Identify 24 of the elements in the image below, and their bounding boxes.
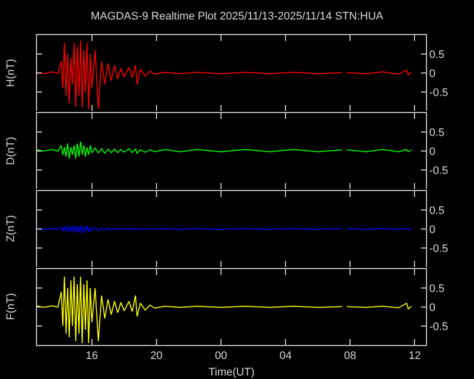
- x-tick-label: 00: [214, 350, 228, 362]
- x-axis-title: Time(UT): [208, 366, 255, 378]
- x-tick-label: 20: [150, 350, 163, 362]
- chart-title: MAGDAS-9 Realtime Plot 2025/11/13-2025/11/14 STN:HUA: [90, 10, 384, 23]
- y-tick-label: 0: [429, 302, 436, 314]
- y-tick-label: 0.5: [429, 282, 444, 295]
- y-tick-label: 0: [429, 68, 436, 80]
- x-tick-label: 08: [344, 350, 356, 362]
- y-tick-label: -0.5: [429, 164, 448, 177]
- y-tick-label: 0: [429, 146, 436, 158]
- y-tick-label: 0.5: [429, 204, 444, 217]
- y-tick-label: 0.5: [429, 48, 444, 61]
- y-axis-title: H(nT): [5, 58, 17, 87]
- y-tick-label: 0.5: [429, 126, 444, 139]
- y-axis-title: Z(nT): [5, 215, 17, 242]
- y-axis-title: F(nT): [5, 293, 17, 320]
- x-tick-label: 04: [279, 350, 292, 362]
- y-tick-label: -0.5: [429, 320, 448, 333]
- x-tick-label: 16: [86, 350, 98, 362]
- y-axis-title: D(nT): [5, 136, 17, 165]
- x-tick-label: 12: [408, 350, 421, 362]
- y-tick-label: 0: [429, 224, 436, 236]
- y-tick-label: -0.5: [429, 242, 448, 255]
- y-tick-label: -0.5: [429, 86, 448, 99]
